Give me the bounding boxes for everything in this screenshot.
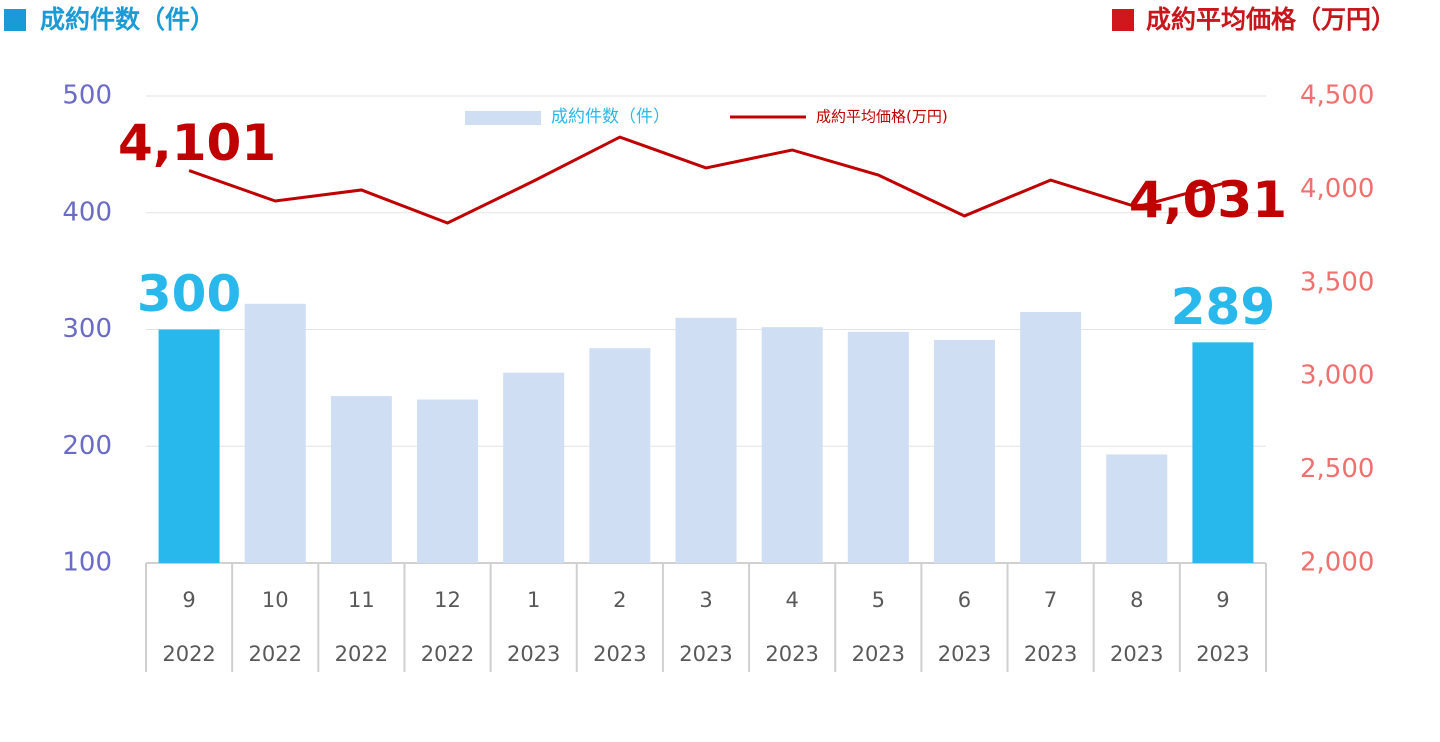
- y-tick-label: 300: [62, 314, 112, 344]
- legend-label: 成約平均価格(万円): [816, 108, 948, 126]
- legend-swatch: [465, 111, 541, 125]
- x-tick-label: 2022: [421, 642, 474, 666]
- header-marker: [4, 9, 26, 31]
- bar: [847, 331, 909, 563]
- x-tick-label: 2023: [1196, 642, 1249, 666]
- data-label: 289: [1171, 278, 1275, 336]
- x-tick-label: 2022: [335, 642, 388, 666]
- bar: [761, 327, 823, 563]
- bar: [675, 317, 737, 563]
- y2-tick-label: 4,500: [1300, 81, 1374, 111]
- bar: [933, 340, 995, 563]
- bar: [1106, 454, 1168, 563]
- x-tick-label: 2023: [1024, 642, 1077, 666]
- x-tick-label: 2022: [249, 642, 302, 666]
- data-label: 4,101: [118, 114, 276, 172]
- header-left: 成約件数（件）: [40, 5, 215, 34]
- y-tick-label: 100: [62, 548, 112, 578]
- y-tick-label: 200: [62, 431, 112, 461]
- y2-tick-label: 3,500: [1300, 267, 1374, 297]
- bar: [244, 303, 306, 563]
- bar: [1020, 311, 1082, 563]
- x-tick-label: 2: [613, 588, 626, 612]
- x-tick-label: 5: [872, 588, 885, 612]
- x-tick-label: 2023: [938, 642, 991, 666]
- bar: [503, 372, 565, 563]
- legend-label: 成約件数（件）: [551, 107, 670, 127]
- bar: [589, 348, 651, 563]
- x-tick-label: 2023: [765, 642, 818, 666]
- y-tick-label: 500: [62, 81, 112, 111]
- x-tick-label: 3: [699, 588, 712, 612]
- x-tick-label: 9: [182, 588, 195, 612]
- y2-tick-label: 2,000: [1300, 548, 1374, 578]
- x-tick-label: 11: [348, 588, 375, 612]
- data-label: 4,031: [1129, 171, 1287, 229]
- x-tick-label: 4: [785, 588, 798, 612]
- x-tick-label: 1: [527, 588, 540, 612]
- x-tick-label: 2023: [679, 642, 732, 666]
- y2-tick-label: 2,500: [1300, 454, 1374, 484]
- x-tick-label: 2023: [1110, 642, 1163, 666]
- header-marker: [1112, 9, 1134, 31]
- x-tick-label: 6: [958, 588, 971, 612]
- x-tick-label: 2023: [507, 642, 560, 666]
- bar: [158, 329, 220, 563]
- x-tick-label: 2022: [162, 642, 215, 666]
- y2-tick-label: 3,000: [1300, 361, 1374, 391]
- header-right: 成約平均価格（万円）: [1146, 5, 1396, 34]
- x-tick-label: 8: [1130, 588, 1143, 612]
- x-tick-label: 9: [1216, 588, 1229, 612]
- x-tick-label: 2023: [593, 642, 646, 666]
- bar: [417, 399, 479, 563]
- line: [188, 135, 1224, 225]
- x-tick-label: 7: [1044, 588, 1057, 612]
- data-label: 300: [137, 265, 241, 323]
- y-tick-label: 400: [62, 197, 112, 227]
- x-tick-label: 2023: [852, 642, 905, 666]
- y2-tick-label: 4,000: [1300, 174, 1374, 204]
- x-tick-label: 10: [262, 588, 289, 612]
- bar: [330, 396, 392, 563]
- x-tick-label: 12: [434, 588, 461, 612]
- bar: [1192, 342, 1254, 563]
